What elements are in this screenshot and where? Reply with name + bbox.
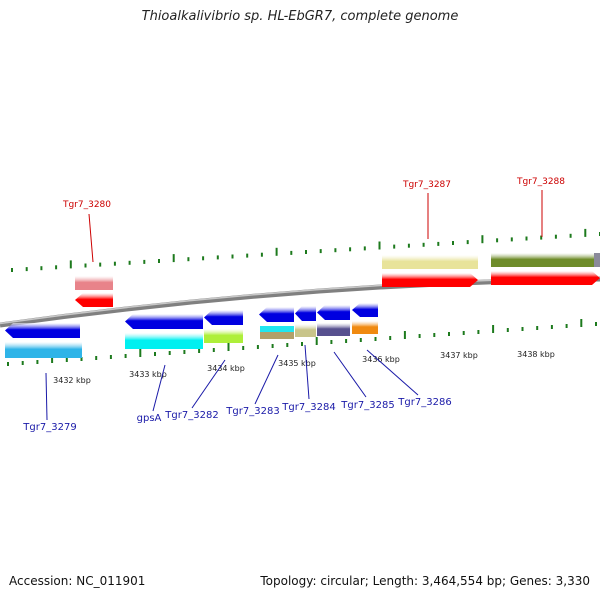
gene-arrow [352, 303, 378, 317]
leader-line [88, 213, 94, 263]
gene-class-bar [317, 323, 350, 336]
gene-arrow [295, 306, 316, 321]
gene-label-Tgr7_3287: Tgr7_3287 [402, 180, 451, 190]
scale-label: 3434 kbp [207, 364, 245, 373]
gene-arrow [259, 307, 294, 322]
gene-feature-Tgr7_3283 [259, 307, 294, 339]
leader-line [254, 354, 279, 405]
gene-feature-Tgr7_3280 [75, 276, 113, 307]
gene-label-Tgr7_3285: Tgr7_3285 [340, 400, 394, 411]
gene-arrow [317, 305, 350, 320]
gene-arrow [382, 273, 478, 287]
leader-line [366, 349, 419, 396]
leader-line [152, 364, 166, 412]
scale-label: 3436 kbp [362, 355, 400, 364]
map-title: Thioalkalivibrio sp. HL-EbGR7, complete … [141, 9, 459, 24]
gene-feature-Tgr7_3288 [491, 253, 600, 285]
gene-label-Tgr7_3288: Tgr7_3288 [516, 177, 565, 187]
gene-arrow [491, 271, 600, 285]
leader-line [191, 359, 226, 409]
leader-line [304, 344, 310, 400]
scale-label: 3437 kbp [440, 351, 478, 360]
gene-class-bar [491, 253, 600, 267]
gene-arrow [75, 293, 113, 307]
gene-label-Tgr7_3279: Tgr7_3279 [22, 422, 76, 433]
gene-label-Tgr7_3283: Tgr7_3283 [225, 406, 279, 417]
scale-label: 3433 kbp [129, 370, 167, 379]
gene-arrow [125, 314, 203, 329]
scale-labels: 3432 kbp 3433 kbp 3434 kbp 3435 kbp 3436 kbp… [53, 350, 555, 385]
leader-line [333, 351, 367, 398]
bottom-strand-features [5, 303, 378, 358]
gene-arrow [5, 323, 80, 338]
gene-feature-gpsA [125, 314, 203, 349]
gene-class-bar [5, 342, 82, 358]
gene-label-Tgr7_3284: Tgr7_3284 [281, 402, 335, 413]
gene-feature-Tgr7_3282 [204, 310, 243, 343]
gene-feature-Tgr7_3279 [5, 323, 82, 358]
partial-feature [594, 253, 600, 267]
label-leader-lines [45, 190, 543, 421]
gene-class-bar-overlay [260, 326, 294, 332]
gene-arrow [204, 310, 243, 325]
gene-class-bar [295, 324, 316, 337]
gene-feature-Tgr7_3284 [295, 306, 316, 337]
accession-text: Accession: NC_011901 [9, 574, 146, 588]
gene-class-bar [382, 255, 478, 269]
scale-label: 3435 kbp [278, 359, 316, 368]
gene-feature-Tgr7_3287 [382, 255, 478, 287]
leader-line [45, 372, 48, 421]
scale-label: 3432 kbp [53, 376, 91, 385]
gene-feature-Tgr7_3286 [352, 303, 378, 334]
scale-label: 3438 kbp [517, 350, 555, 359]
gene-feature-Tgr7_3285 [317, 305, 350, 336]
gene-class-bar [352, 321, 378, 334]
gene-label-Tgr7_3286: Tgr7_3286 [397, 397, 451, 408]
gene-class-bar [204, 329, 243, 343]
tick-row-top [11, 228, 600, 272]
gene-class-bar [125, 333, 203, 349]
gene-label-gpsA: gpsA [137, 413, 162, 424]
top-strand-features [75, 253, 600, 307]
topology-text: Topology: circular; Length: 3,464,554 bp… [260, 574, 590, 588]
gene-label-Tgr7_3282: Tgr7_3282 [164, 410, 218, 421]
gene-class-bar [75, 276, 113, 290]
gene-label-Tgr7_3280: Tgr7_3280 [62, 200, 111, 210]
gene-labels: Tgr7_3280 Tgr7_3287 Tgr7_3288 Tgr7_3279 gpsA… [22, 177, 565, 433]
